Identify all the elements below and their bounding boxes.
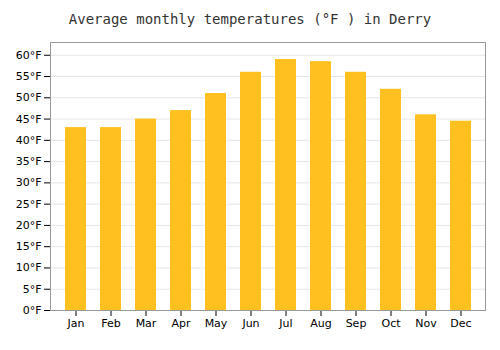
svg-text:55°F: 55°F — [16, 70, 42, 83]
svg-text:Jan: Jan — [67, 317, 85, 330]
svg-text:Dec: Dec — [450, 317, 471, 330]
svg-text:Feb: Feb — [101, 317, 120, 330]
svg-text:Jun: Jun — [241, 317, 259, 330]
svg-text:Oct: Oct — [381, 317, 401, 330]
html-text:Average monthly temperatures (: Average monthly temperatures (°F ) in De… — [68, 11, 432, 27]
svg-text:Sep: Sep — [346, 317, 367, 330]
svg-text:60°F: 60°F — [16, 49, 42, 62]
svg-text:0°F: 0°F — [23, 304, 42, 317]
svg-text:15°F: 15°F — [16, 240, 42, 253]
svg-text:35°F: 35°F — [16, 155, 42, 168]
svg-text:40°F: 40°F — [16, 134, 42, 147]
svg-text:25°F: 25°F — [16, 198, 42, 211]
svg-text:50°F: 50°F — [16, 91, 42, 104]
svg-text:45°F: 45°F — [16, 113, 42, 126]
svg-text:Mar: Mar — [136, 317, 157, 330]
svg-text:Jul: Jul — [278, 317, 292, 330]
svg-text:10°F: 10°F — [16, 261, 42, 274]
svg-text:30°F: 30°F — [16, 176, 42, 189]
svg-text:Nov: Nov — [415, 317, 437, 330]
svg-text:20°F: 20°F — [16, 219, 42, 232]
svg-text:Aug: Aug — [310, 317, 331, 330]
svg-text:Apr: Apr — [171, 317, 191, 330]
svg-text:May: May — [205, 317, 228, 330]
svg-text:5°F: 5°F — [23, 283, 42, 296]
